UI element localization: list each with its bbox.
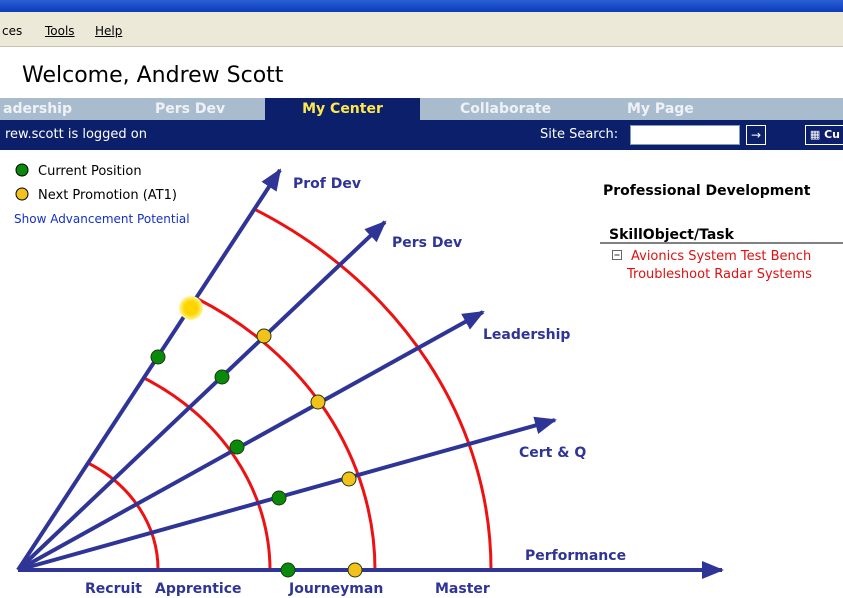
- nav-tab[interactable]: My Page: [627, 101, 694, 117]
- menu-item[interactable]: Tools: [45, 24, 75, 38]
- next-dot: [310, 394, 326, 410]
- title-bar: [0, 0, 843, 12]
- customize-button[interactable]: ▦ Cu: [805, 125, 843, 145]
- nav-tab[interactable]: Collaborate: [460, 101, 552, 117]
- legend-dot: [15, 187, 29, 201]
- nav-tab[interactable]: My Center: [265, 98, 420, 120]
- menu-item[interactable]: ces: [2, 24, 23, 38]
- next-dot: [256, 328, 272, 344]
- axes: [16, 168, 724, 579]
- collapse-box: [612, 250, 622, 260]
- legend-dot: [15, 163, 29, 177]
- legend-label: Next Promotion (AT1): [38, 188, 177, 203]
- search-label: Site Search:: [540, 127, 619, 142]
- axis-label: Leadership: [483, 327, 570, 343]
- axis: [17, 416, 557, 572]
- current-dot: [229, 439, 245, 455]
- axis-label: Cert & Q: [519, 445, 586, 461]
- nav-tab[interactable]: Pers Dev: [155, 101, 226, 117]
- level-label: Journeyman: [288, 581, 383, 597]
- search-input[interactable]: [630, 125, 740, 145]
- axis-label: Performance: [525, 548, 626, 564]
- menu-bar: ces Tools Help: [0, 12, 843, 47]
- axis-label: Pers Dev: [392, 235, 462, 251]
- current-dot: [271, 490, 287, 506]
- panel-title: Professional Development: [603, 183, 811, 199]
- level-arc: [87, 461, 160, 571]
- next-dot: [341, 471, 357, 487]
- level-label: Apprentice: [155, 581, 242, 597]
- nav-tabs: adership Pers Dev My Center Collaborate …: [0, 98, 843, 120]
- logged-on-text: rew.scott is logged on: [5, 127, 147, 142]
- level-arc: [143, 376, 272, 571]
- current-dot: [150, 349, 166, 365]
- current-dot: [214, 369, 230, 385]
- nav-tab[interactable]: adership: [3, 101, 72, 117]
- level-label: Recruit: [85, 581, 142, 597]
- task-item[interactable]: Avionics System Test Bench: [631, 249, 811, 264]
- highlight-dot: [179, 296, 203, 320]
- menu-item[interactable]: Help: [95, 24, 123, 38]
- level-arc: [195, 296, 377, 571]
- legend-label: Current Position: [38, 164, 142, 179]
- status-bar: rew.scott is logged on Site Search: → ▦ …: [0, 120, 843, 150]
- axis-label: Prof Dev: [293, 176, 361, 192]
- axis: [16, 168, 282, 572]
- advancement-link[interactable]: Show Advancement Potential: [14, 212, 190, 226]
- level-arc: [253, 207, 493, 571]
- axis: [17, 310, 485, 572]
- axis: [16, 220, 387, 572]
- task-item[interactable]: Troubleshoot Radar Systems: [626, 267, 812, 282]
- welcome-heading: Welcome, Andrew Scott: [22, 63, 284, 88]
- search-button[interactable]: →: [746, 125, 766, 145]
- next-dot: [347, 562, 363, 578]
- level-arcs: [87, 207, 493, 571]
- button-label: Cu: [824, 128, 840, 141]
- level-label: Master: [435, 581, 490, 597]
- current-dot: [280, 562, 296, 578]
- panel-header: SkillObject/Task: [609, 227, 735, 243]
